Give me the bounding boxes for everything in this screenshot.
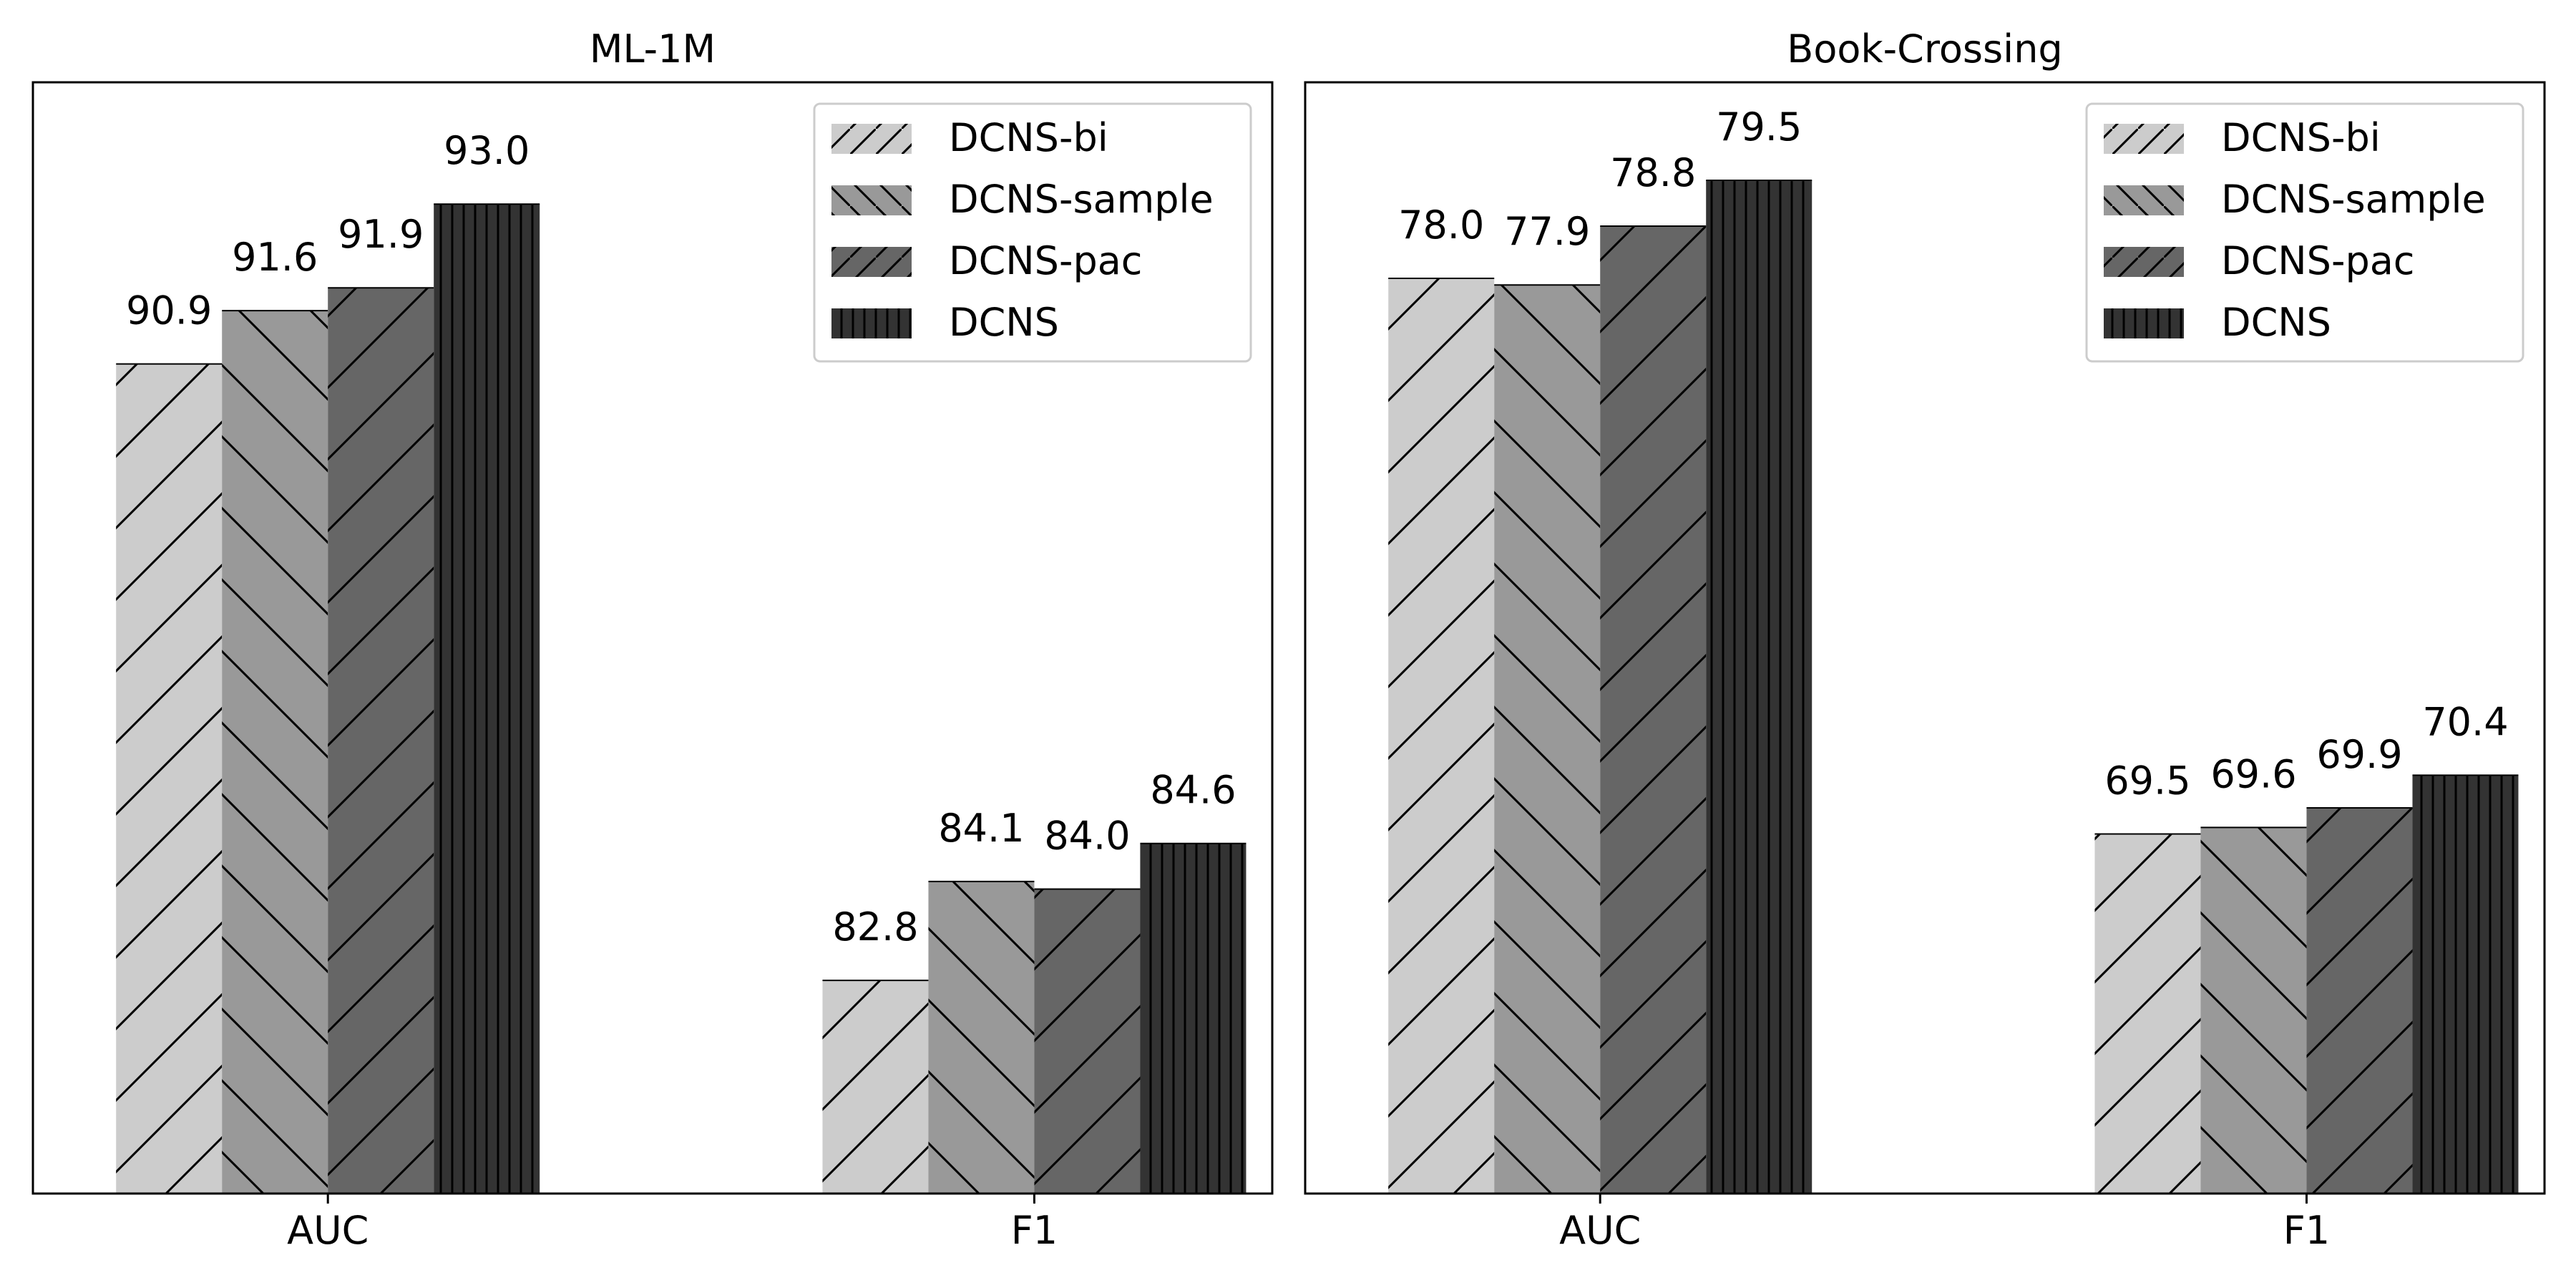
- data-label: 77.9: [1504, 209, 1590, 254]
- bar-hatch: [1388, 278, 1495, 1194]
- legend-swatch-hatch: [2104, 124, 2184, 154]
- legend-label: DCNS-pac: [949, 238, 1143, 283]
- legend-label: DCNS-bi: [949, 115, 1108, 160]
- legend-item-dcns: DCNS: [2104, 300, 2331, 345]
- bar-hatch: [1140, 843, 1246, 1194]
- panel-title: Book-Crossing: [1787, 26, 2062, 72]
- legend-label: DCNS: [2221, 300, 2331, 345]
- data-label: 70.4: [2422, 699, 2508, 744]
- legend: DCNS-bi DCNS-sample DCNS-pac DCNS: [2085, 102, 2524, 363]
- legend-item-dcns-bi: DCNS-bi: [2104, 115, 2381, 160]
- bar-hatch: [1600, 225, 1707, 1194]
- panel-title: ML-1M: [590, 26, 716, 72]
- data-label: 93.0: [444, 128, 530, 173]
- data-label: 78.8: [1610, 150, 1696, 195]
- panel-2: Book-Crossing 78.0 77.9 78.8 79.5 AUC 69.5 69.6…: [1304, 26, 2546, 1253]
- legend-swatch-hatch: [2104, 185, 2184, 215]
- legend-item-dcns-sample: DCNS-sample: [2104, 177, 2486, 222]
- bar-hatch: [2306, 808, 2413, 1194]
- bar-hatch: [116, 364, 223, 1194]
- bar-hatch: [222, 311, 328, 1194]
- legend-label: DCNS: [949, 300, 1059, 345]
- legend-label: DCNS-sample: [949, 177, 1214, 222]
- legend-label: DCNS-bi: [2221, 115, 2381, 160]
- legend-swatch-hatch: [831, 124, 912, 154]
- data-label: 91.6: [232, 235, 318, 280]
- legend-box: [2085, 102, 2524, 363]
- bar-hatch: [434, 204, 540, 1194]
- legend-item-dcns-pac: DCNS-pac: [831, 238, 1143, 283]
- axes-frame: [31, 81, 1274, 1195]
- data-label: 84.0: [1044, 814, 1130, 859]
- legend-swatch-hatch: [2104, 247, 2184, 277]
- x-tick-label: F1: [2283, 1208, 2330, 1253]
- axes-frame: [1304, 81, 2546, 1195]
- legend-swatch-hatch: [2104, 308, 2184, 338]
- bar-hatch: [1494, 285, 1601, 1194]
- legend-swatch-hatch: [831, 308, 912, 338]
- legend-item-dcns-pac: DCNS-pac: [2104, 238, 2415, 283]
- data-label: 79.5: [1716, 104, 1802, 150]
- data-label: 69.5: [2104, 758, 2190, 804]
- bar-hatch: [928, 881, 1035, 1194]
- bar-hatch: [1034, 889, 1141, 1194]
- x-tick-label: AUC: [1559, 1208, 1641, 1253]
- data-label: 69.9: [2316, 732, 2402, 777]
- x-tick-label: AUC: [287, 1208, 369, 1253]
- legend-label: DCNS-sample: [2221, 177, 2486, 222]
- bar-hatch: [2412, 775, 2519, 1194]
- data-label: 82.8: [832, 904, 918, 950]
- legend-item-dcns-bi: DCNS-bi: [831, 115, 1108, 160]
- bar-hatch: [2094, 834, 2201, 1194]
- bar-hatch: [328, 288, 434, 1194]
- data-label: 69.6: [2210, 751, 2296, 796]
- bar-hatch: [2200, 827, 2307, 1194]
- legend-swatch-hatch: [831, 247, 912, 277]
- bar-hatch: [1706, 180, 1813, 1194]
- data-label: 84.6: [1150, 768, 1236, 813]
- panel-1: ML-1M 90.9 91.6 91.9 93.0 AUC 82.8 84.1 84.0 84.6…: [31, 26, 1274, 1253]
- bar-hatch: [822, 980, 929, 1194]
- data-label: 78.0: [1398, 203, 1484, 248]
- data-label: 91.9: [338, 212, 424, 257]
- legend-box: [813, 102, 1252, 363]
- data-label: 90.9: [126, 288, 212, 333]
- legend-item-dcns-sample: DCNS-sample: [831, 177, 1214, 222]
- legend-item-dcns: DCNS: [831, 300, 1059, 345]
- legend: DCNS-bi DCNS-sample DCNS-pac DCNS: [813, 102, 1252, 363]
- data-label: 84.1: [938, 806, 1024, 851]
- legend-swatch-hatch: [831, 185, 912, 215]
- legend-label: DCNS-pac: [2221, 238, 2415, 283]
- x-tick-label: F1: [1011, 1208, 1058, 1253]
